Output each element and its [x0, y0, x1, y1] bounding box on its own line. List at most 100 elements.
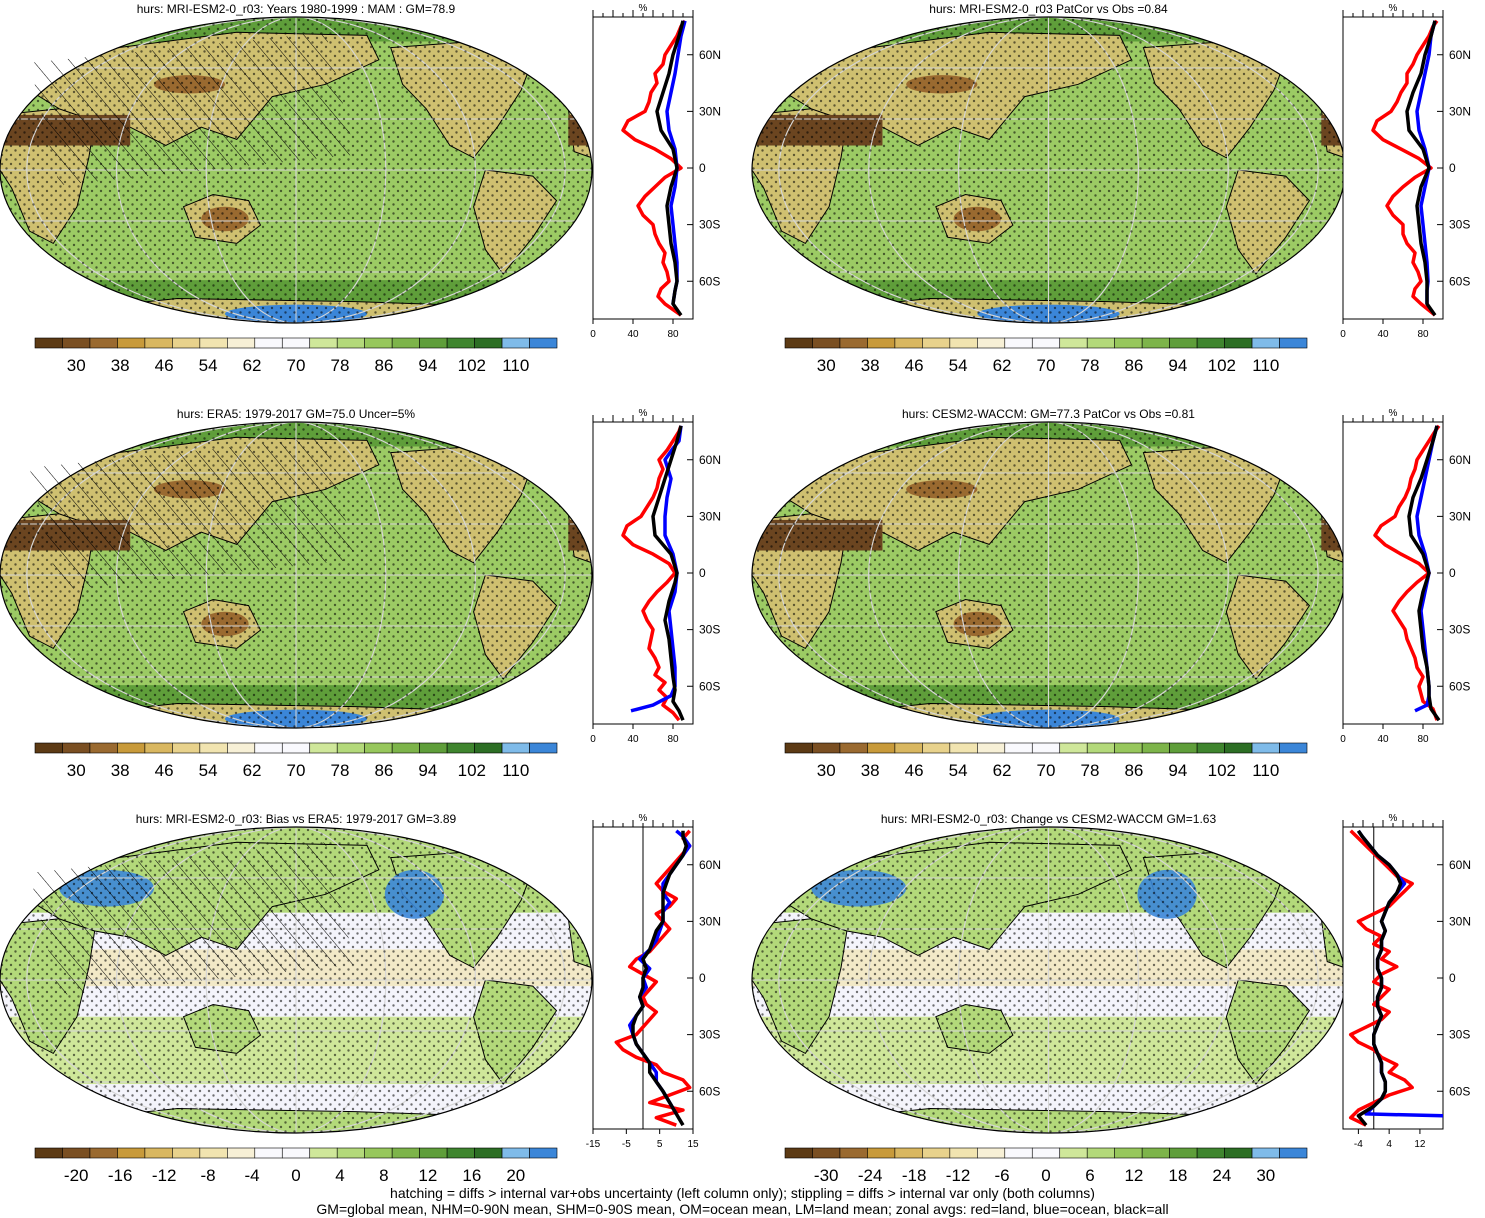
colorbar-swatch	[1114, 337, 1143, 349]
colorbar-swatch	[34, 337, 63, 349]
colorbar-swatch	[1251, 742, 1280, 754]
colorbar-tick-label: -6	[994, 1166, 1009, 1185]
colorbar-swatch	[254, 1147, 283, 1159]
colorbar-tick-label: 62	[243, 356, 262, 375]
colorbar-tick-label: 0	[291, 1166, 300, 1185]
colorbar-tick-label: 78	[1080, 761, 1099, 780]
colorbar-swatch	[922, 337, 951, 349]
panel-title: hurs: MRI-ESM2-0_r03: Years 1980-1999 : …	[137, 2, 456, 16]
colorbar-swatch	[1141, 742, 1170, 754]
zonal-x-tick-label: -5	[622, 1139, 631, 1150]
colorbar-swatch	[529, 337, 558, 349]
colorbar-swatch	[1059, 742, 1088, 754]
panel-2: hurs: MRI-ESM2-0_r03 PatCor vs Obs =0.84…	[751, 2, 1471, 375]
colorbar-swatch	[1114, 742, 1143, 754]
colorbar-swatch	[1086, 337, 1115, 349]
colorbar-swatch	[894, 742, 923, 754]
zonal-lat-tick-label: 30N	[699, 914, 721, 928]
stippling-overlay	[752, 17, 1345, 323]
colorbar-tick-label: 86	[1124, 356, 1143, 375]
colorbar-tick-label: 30	[1256, 1166, 1275, 1185]
zonal-x-tick-label: 80	[667, 329, 679, 340]
colorbar-swatch	[949, 1147, 978, 1159]
colorbar-swatch	[1114, 1147, 1143, 1159]
zonal-unit-label: %	[639, 408, 648, 419]
zonal-lat-tick-label: 30N	[1449, 104, 1471, 118]
colorbar-swatch	[1279, 1147, 1308, 1159]
zonal-x-tick-label: -15	[586, 1139, 601, 1150]
colorbar-tick-label: 30	[817, 761, 836, 780]
panel-title: hurs: MRI-ESM2-0_r03: Change vs CESM2-WA…	[881, 812, 1217, 826]
colorbar-tick-label: 78	[330, 356, 349, 375]
colorbar-swatch	[117, 337, 146, 349]
colorbar-tick-label: 110	[1252, 761, 1279, 780]
colorbar-tick-label: 94	[418, 356, 437, 375]
colorbar-swatch	[144, 742, 173, 754]
zonal-mean-plot: % 0 40 80 60N 30N 0 30S 60S	[1340, 408, 1471, 745]
colorbar-swatch	[1169, 337, 1198, 349]
zonal-unit-label: %	[1389, 408, 1398, 419]
colorbar-tick-label: 110	[1252, 356, 1279, 375]
colorbar: 30 38 46 54 62 70 78 86 94 102 110	[34, 742, 558, 780]
zonal-lat-tick-label: 60S	[699, 1084, 720, 1098]
colorbar-tick-label: 12	[1124, 1166, 1143, 1185]
zonal-unit-label: %	[639, 813, 648, 824]
colorbar: 30 38 46 54 62 70 78 86 94 102 110	[784, 337, 1308, 375]
colorbar-swatch	[977, 1147, 1006, 1159]
panel-title: hurs: ERA5: 1979-2017 GM=75.0 Uncer=5%	[177, 407, 415, 421]
colorbar-swatch	[446, 1147, 475, 1159]
colorbar-tick-label: 38	[111, 761, 130, 780]
colorbar-tick-label: 30	[67, 356, 86, 375]
colorbar-swatch	[172, 742, 201, 754]
zonal-series-all	[631, 830, 689, 1127]
colorbar-swatch	[309, 742, 338, 754]
panel-title: hurs: MRI-ESM2-0_r03: Bias vs ERA5: 1979…	[136, 812, 457, 826]
colorbar-swatch	[336, 742, 365, 754]
panel-title: hurs: CESM2-WACCM: GM=77.3 PatCor vs Obs…	[902, 407, 1195, 421]
colorbar-swatch	[1031, 1147, 1061, 1159]
colorbar-swatch	[1004, 742, 1033, 754]
colorbar-tick-label: 0	[1041, 1166, 1050, 1185]
zonal-x-tick-label: 80	[1417, 329, 1429, 340]
colorbar-swatch	[867, 742, 896, 754]
zonal-x-tick-label: 40	[627, 734, 639, 745]
colorbar-swatch	[117, 1147, 146, 1159]
zonal-mean-plot: % 0 40 80 60N 30N 0 30S 60S	[590, 408, 721, 745]
colorbar-swatch	[89, 337, 118, 349]
colorbar-swatch	[839, 742, 868, 754]
colorbar-swatch	[281, 742, 311, 754]
zonal-x-tick-label: 40	[1377, 734, 1389, 745]
colorbar-tick-label: 70	[287, 356, 306, 375]
colorbar-tick-label: 38	[861, 356, 880, 375]
colorbar-tick-label: 86	[374, 356, 393, 375]
colorbar-tick-label: 20	[506, 1166, 525, 1185]
colorbar-swatch	[1224, 1147, 1253, 1159]
zonal-series-all	[1405, 20, 1437, 317]
colorbar-swatch	[309, 337, 338, 349]
colorbar-tick-label: 8	[379, 1166, 388, 1185]
colorbar-tick-label: 78	[1080, 356, 1099, 375]
colorbar-swatch	[1169, 1147, 1198, 1159]
colorbar-tick-label: 6	[1085, 1166, 1094, 1185]
zonal-lat-tick-label: 60N	[1449, 453, 1471, 467]
colorbar-tick-label: -30	[814, 1166, 839, 1185]
colorbar-swatch	[1086, 742, 1115, 754]
colorbar-tick-label: 86	[1124, 761, 1143, 780]
colorbar-swatch	[34, 1147, 63, 1159]
hatching-overlay	[29, 437, 356, 591]
colorbar-tick-label: -12	[946, 1166, 971, 1185]
colorbar-swatch	[336, 1147, 365, 1159]
colorbar-tick-label: 70	[1037, 356, 1056, 375]
colorbar-swatch	[894, 337, 923, 349]
colorbar-tick-label: 54	[949, 761, 968, 780]
hatching-overlay	[29, 842, 356, 996]
colorbar-swatch	[1004, 1147, 1033, 1159]
colorbar-swatch	[117, 742, 146, 754]
zonal-series-all	[1356, 829, 1403, 1127]
colorbar-tick-label: 54	[199, 761, 218, 780]
zonal-lat-tick-label: 30S	[1449, 218, 1470, 232]
colorbar-tick-label: -4	[244, 1166, 259, 1185]
colorbar-swatch	[501, 742, 530, 754]
colorbar-tick-label: 12	[418, 1166, 437, 1185]
